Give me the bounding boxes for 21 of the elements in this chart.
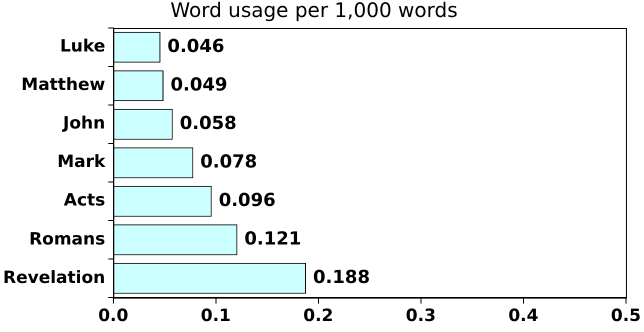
y-tick-label: John <box>62 114 106 134</box>
x-tick-label: 0.4 <box>508 306 539 326</box>
x-tick-label: 0.2 <box>303 306 334 326</box>
data-label: 0.058 <box>180 112 237 134</box>
y-tick-label: Revelation <box>3 268 106 288</box>
data-label: 0.121 <box>244 228 302 250</box>
data-label: 0.046 <box>167 36 224 57</box>
y-tick-label: Romans <box>29 229 106 250</box>
x-tick-label: 0.0 <box>98 306 128 326</box>
data-label: 0.188 <box>313 267 370 288</box>
x-tick-label: 0.3 <box>406 306 436 326</box>
x-tick-label: 0.1 <box>200 306 231 326</box>
y-tick-label: Mark <box>57 152 106 172</box>
chart-title: Word usage per 1,000 words <box>170 0 458 22</box>
y-tick-label: Luke <box>60 36 106 57</box>
data-label: 0.078 <box>200 151 258 172</box>
y-tick-label: Matthew <box>21 75 106 96</box>
data-label: 0.049 <box>170 74 228 96</box>
x-tick-label: 0.5 <box>610 306 642 326</box>
data-label: 0.096 <box>218 190 276 211</box>
y-tick-label: Acts <box>64 190 106 211</box>
